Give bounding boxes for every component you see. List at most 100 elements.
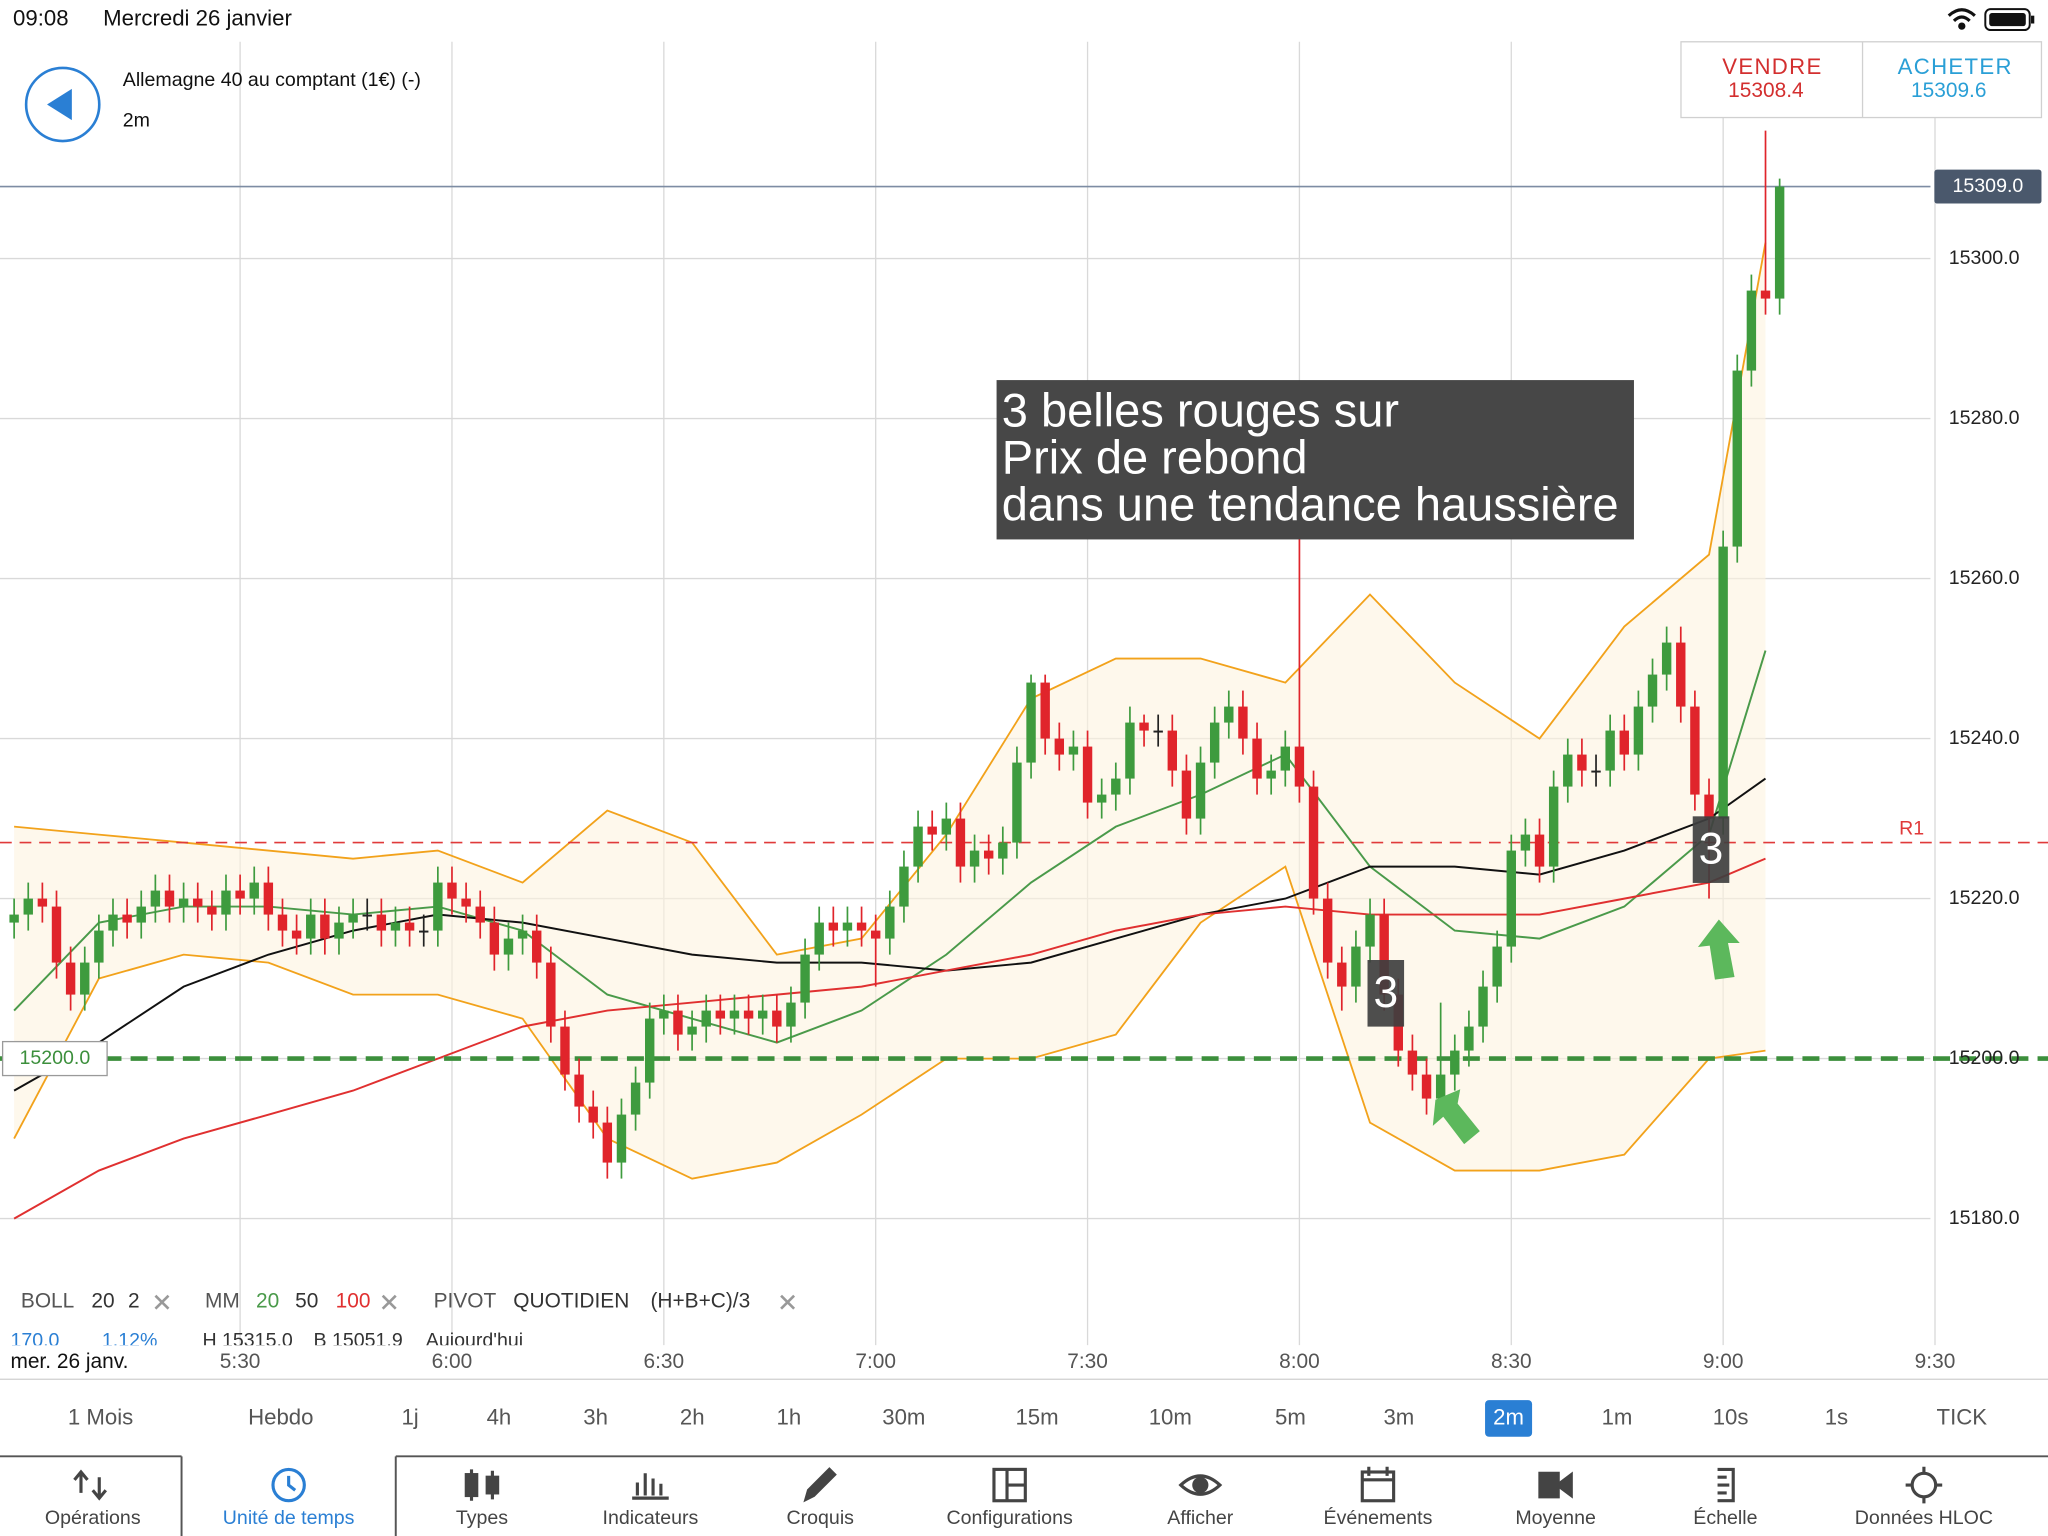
candle-body (291, 930, 302, 939)
candle-body (1125, 722, 1135, 779)
toolbar-button[interactable]: Unité de temps (223, 1507, 355, 1529)
icon-shape (469, 1469, 494, 1501)
stat-text: B 15051.9 (313, 1330, 402, 1352)
icon-shape (73, 1469, 107, 1501)
candle-body (955, 818, 966, 867)
candle-body (1577, 754, 1587, 771)
candle-body (37, 898, 48, 907)
timeframe-option[interactable]: 1h (777, 1404, 802, 1429)
header: Allemagne 40 au comptant (1€) (-) 2m VEN… (24, 41, 2043, 143)
candle-body (715, 1010, 726, 1019)
candle-body (588, 1106, 598, 1123)
candle-body (758, 1010, 768, 1019)
sell-button[interactable]: VENDRE 15308.4 (1722, 54, 1822, 102)
candle-body (51, 906, 62, 963)
timeframe-option[interactable]: 2h (680, 1404, 705, 1429)
candle-body (673, 1010, 683, 1035)
icon-shape (287, 1475, 297, 1492)
toolbar-icon (73, 1469, 107, 1501)
timeframe-option[interactable]: 1j (401, 1404, 418, 1429)
icon-shape (1538, 1471, 1560, 1499)
legend-entry: 100 (336, 1290, 371, 1313)
candle-body (659, 1010, 669, 1019)
back-button[interactable] (24, 66, 101, 143)
candle-body (1209, 722, 1220, 763)
candle-body (1195, 762, 1206, 819)
timeframe-option[interactable]: 15m (1015, 1404, 1058, 1429)
timeframe-option[interactable]: Hebdo (248, 1404, 313, 1429)
timeframe-option[interactable]: 3m (1383, 1404, 1414, 1429)
candle-body (9, 914, 19, 923)
candles (9, 130, 1785, 1179)
timeframe-option[interactable]: 1s (1825, 1404, 1848, 1429)
candle-body (23, 898, 33, 915)
candle-body (1492, 946, 1502, 987)
toolbar-button[interactable]: Configurations (947, 1507, 1073, 1529)
candle-body (362, 914, 372, 917)
candle-body (65, 962, 76, 995)
bollinger-lower (13, 865, 1766, 1180)
candle-body (616, 1114, 627, 1163)
candle-body (1096, 794, 1107, 803)
buy-label: ACHETER (1898, 54, 2013, 79)
toolbar-button[interactable]: Types (456, 1507, 508, 1529)
candle-body (419, 930, 429, 933)
buy-button[interactable]: ACHETER 15309.6 (1898, 54, 2013, 102)
toolbar-icon (1905, 1466, 1943, 1504)
timeframe-option[interactable]: 30m (882, 1404, 925, 1429)
remove-icon[interactable] (780, 1294, 796, 1310)
toolbar-button[interactable]: Événements (1324, 1506, 1433, 1529)
last-price-label: 15309.0 (1953, 175, 2024, 197)
timeframe-option[interactable]: 1m (1602, 1404, 1633, 1429)
candle-body (1690, 706, 1700, 795)
toolbar-button[interactable]: Croquis (787, 1507, 855, 1529)
toolbar-button[interactable]: Moyenne (1515, 1507, 1596, 1529)
timeframe-option[interactable]: 5m (1275, 1404, 1306, 1429)
timeframe-option[interactable]: 3h (583, 1404, 608, 1429)
y-tick-label: 15180.0 (1949, 1207, 2020, 1229)
wifi-icon (1947, 8, 1976, 30)
candle-body (1351, 946, 1361, 987)
remove-icon[interactable] (381, 1294, 397, 1310)
candle-body (1563, 754, 1573, 787)
timeframe-option[interactable]: 1 Mois (68, 1404, 133, 1429)
candle-body (1464, 1026, 1474, 1051)
timeframe-option[interactable]: TICK (1937, 1404, 1988, 1429)
candle-body (1760, 290, 1771, 299)
timeframe-option[interactable]: 10m (1149, 1404, 1192, 1429)
toolbar-button[interactable]: Indicateurs (603, 1507, 699, 1529)
marker-label: 3 (1373, 968, 1398, 1017)
candle-body (320, 914, 330, 939)
timeframe-option[interactable]: 4h (487, 1404, 512, 1429)
marker-box (1367, 960, 1405, 1027)
status-bar: 09:08 Mercredi 26 janvier (13, 5, 2035, 32)
status-date: Mercredi 26 janvier (103, 5, 292, 30)
timeframe-option[interactable]: 2m (1493, 1404, 1524, 1429)
timeframe-option[interactable]: 10s (1713, 1404, 1749, 1429)
icon-shape (1005, 1469, 1026, 1501)
toolbar-button[interactable]: Données HLOC (1855, 1507, 1993, 1529)
timeframe-selected (1485, 1400, 1533, 1437)
arrow (1432, 1089, 1480, 1145)
candle-body (1435, 1074, 1446, 1099)
candle-body (306, 914, 316, 939)
candle-body (885, 906, 895, 939)
remove-icon[interactable] (154, 1294, 170, 1310)
x-tick-label: 8:30 (1491, 1350, 1532, 1373)
chart-timeframe: 2m (123, 110, 150, 132)
toolbar-button[interactable]: Afficher (1167, 1507, 1233, 1529)
icon-shape (632, 1473, 669, 1500)
x-tick-label: 6:30 (644, 1350, 685, 1373)
toolbar-icon (464, 1469, 500, 1501)
candle-body (1280, 746, 1290, 771)
candle-body (1478, 986, 1488, 1027)
toolbar-icon (1360, 1466, 1396, 1503)
candle-body (800, 954, 810, 1003)
toolbar-icon (1538, 1471, 1573, 1499)
x-tick-label: 8:00 (1279, 1350, 1320, 1373)
toolbar-button[interactable]: Échelle (1693, 1506, 1757, 1529)
pivot-label: R1 (1899, 818, 1924, 840)
annotation-text: 3 belles rouges sur (1002, 383, 1399, 436)
toolbar-button[interactable]: Opérations (45, 1507, 141, 1529)
